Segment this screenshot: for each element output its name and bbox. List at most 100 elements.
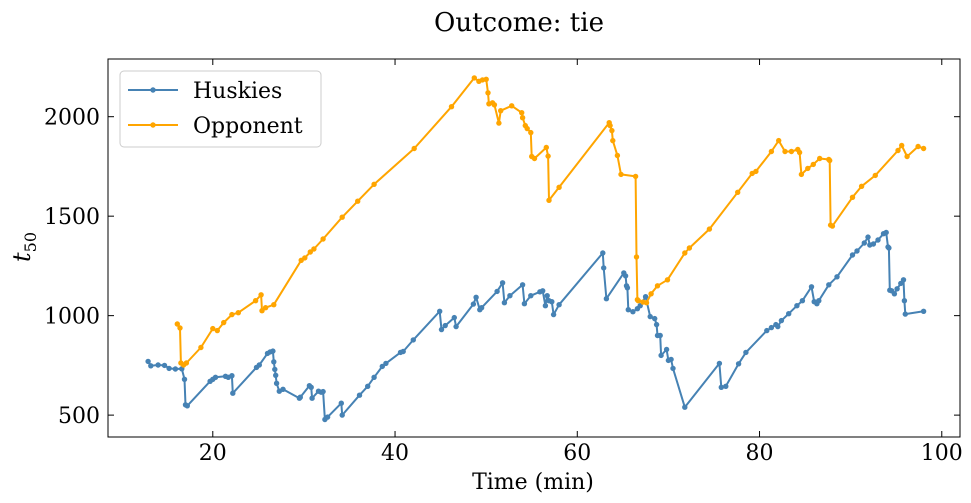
data-point-huskies [902, 311, 908, 317]
chart-title: Outcome: tie [434, 8, 604, 38]
data-point-opponent [654, 283, 661, 289]
y-axis-label-base: t [8, 252, 36, 262]
data-point-huskies [184, 403, 190, 409]
data-point-huskies [544, 293, 550, 299]
series-layer [145, 75, 927, 423]
data-point-huskies [155, 362, 161, 368]
data-point-huskies [834, 274, 840, 280]
data-point-opponent [355, 198, 361, 204]
y-axis-label: t50 [8, 232, 40, 262]
y-tick-label: 1000 [44, 305, 100, 330]
data-point-huskies [521, 301, 528, 307]
x-tick-label: 60 [563, 441, 591, 466]
data-point-opponent [339, 214, 345, 220]
data-point-opponent [183, 360, 190, 366]
data-point-opponent [302, 255, 308, 261]
x-tick-label: 20 [199, 441, 227, 466]
data-point-huskies [172, 366, 179, 372]
data-point-huskies [735, 361, 742, 367]
data-point-huskies [891, 291, 898, 297]
data-point-huskies [799, 298, 806, 304]
data-point-huskies [768, 324, 775, 331]
y-axis-label-subscript: 50 [21, 232, 40, 252]
data-point-huskies [501, 300, 508, 306]
x-tick-label: 100 [921, 441, 963, 466]
data-point-opponent [259, 308, 265, 314]
data-point-opponent [485, 90, 491, 96]
data-point-huskies [271, 359, 277, 365]
data-point-huskies [886, 245, 892, 251]
data-point-opponent [252, 298, 259, 304]
x-tick-label: 40 [381, 441, 409, 466]
series-line-huskies [147, 231, 924, 421]
data-point-opponent [609, 127, 615, 134]
data-point-huskies [519, 282, 526, 288]
data-point-huskies [624, 285, 631, 291]
x-axis-label: Time (min) [472, 470, 594, 495]
data-point-opponent [448, 104, 455, 110]
data-point-huskies [652, 315, 658, 322]
data-point-opponent [607, 122, 613, 129]
axes-layer: 20 40 60 80 100 500 1000 1500 2000 [44, 58, 963, 466]
data-point-huskies [270, 348, 276, 354]
data-point-huskies [550, 311, 557, 318]
data-point-huskies [356, 392, 363, 398]
data-point-huskies [371, 374, 377, 380]
data-point-huskies [410, 337, 416, 343]
data-point-huskies [775, 323, 781, 330]
data-point-opponent [753, 168, 759, 175]
data-point-huskies [273, 380, 280, 386]
data-point-huskies [320, 388, 326, 395]
data-point-huskies [601, 265, 607, 271]
data-point-huskies [272, 366, 278, 373]
data-point-huskies [653, 321, 660, 328]
data-point-huskies [920, 308, 927, 314]
data-point-huskies [383, 360, 389, 367]
data-point-huskies [600, 250, 606, 256]
data-point-huskies [622, 273, 629, 279]
data-point-opponent [519, 110, 525, 116]
data-point-opponent [524, 125, 530, 132]
data-point-opponent [307, 249, 313, 255]
data-point-opponent [817, 155, 823, 162]
data-point-opponent [509, 103, 515, 109]
data-point-opponent [610, 137, 616, 144]
data-point-huskies [453, 323, 459, 330]
data-point-huskies [786, 311, 792, 317]
data-point-huskies [338, 400, 344, 406]
data-point-huskies [309, 395, 315, 401]
data-point-opponent [210, 325, 216, 332]
data-point-huskies [663, 346, 670, 353]
data-point-opponent [664, 277, 671, 283]
legend: Huskies Opponent [119, 70, 322, 148]
data-point-huskies [894, 286, 900, 292]
data-point-huskies [499, 280, 506, 286]
data-point-huskies [658, 352, 664, 359]
data-point-huskies [528, 293, 534, 299]
data-point-huskies [808, 284, 815, 290]
data-point-huskies [438, 326, 445, 333]
data-point-huskies [339, 412, 345, 418]
data-point-huskies [478, 305, 485, 311]
data-point-opponent [810, 161, 816, 168]
data-point-huskies [883, 229, 889, 236]
data-point-opponent [214, 327, 220, 334]
series-huskies [145, 229, 927, 423]
data-point-huskies [849, 252, 856, 258]
data-point-huskies [630, 309, 636, 315]
data-point-huskies [148, 363, 154, 369]
x-tick-label: 80 [746, 441, 774, 466]
data-point-opponent [498, 108, 504, 114]
data-point-opponent [872, 172, 878, 179]
data-point-huskies [166, 365, 172, 372]
data-point-huskies [743, 349, 749, 356]
data-point-opponent [895, 147, 901, 154]
data-point-huskies [256, 362, 262, 368]
data-point-huskies [556, 302, 562, 308]
data-point-huskies [718, 384, 724, 390]
data-point-huskies [507, 293, 513, 299]
data-point-huskies [542, 303, 549, 309]
data-point-opponent [768, 148, 775, 155]
data-point-opponent [632, 173, 639, 180]
